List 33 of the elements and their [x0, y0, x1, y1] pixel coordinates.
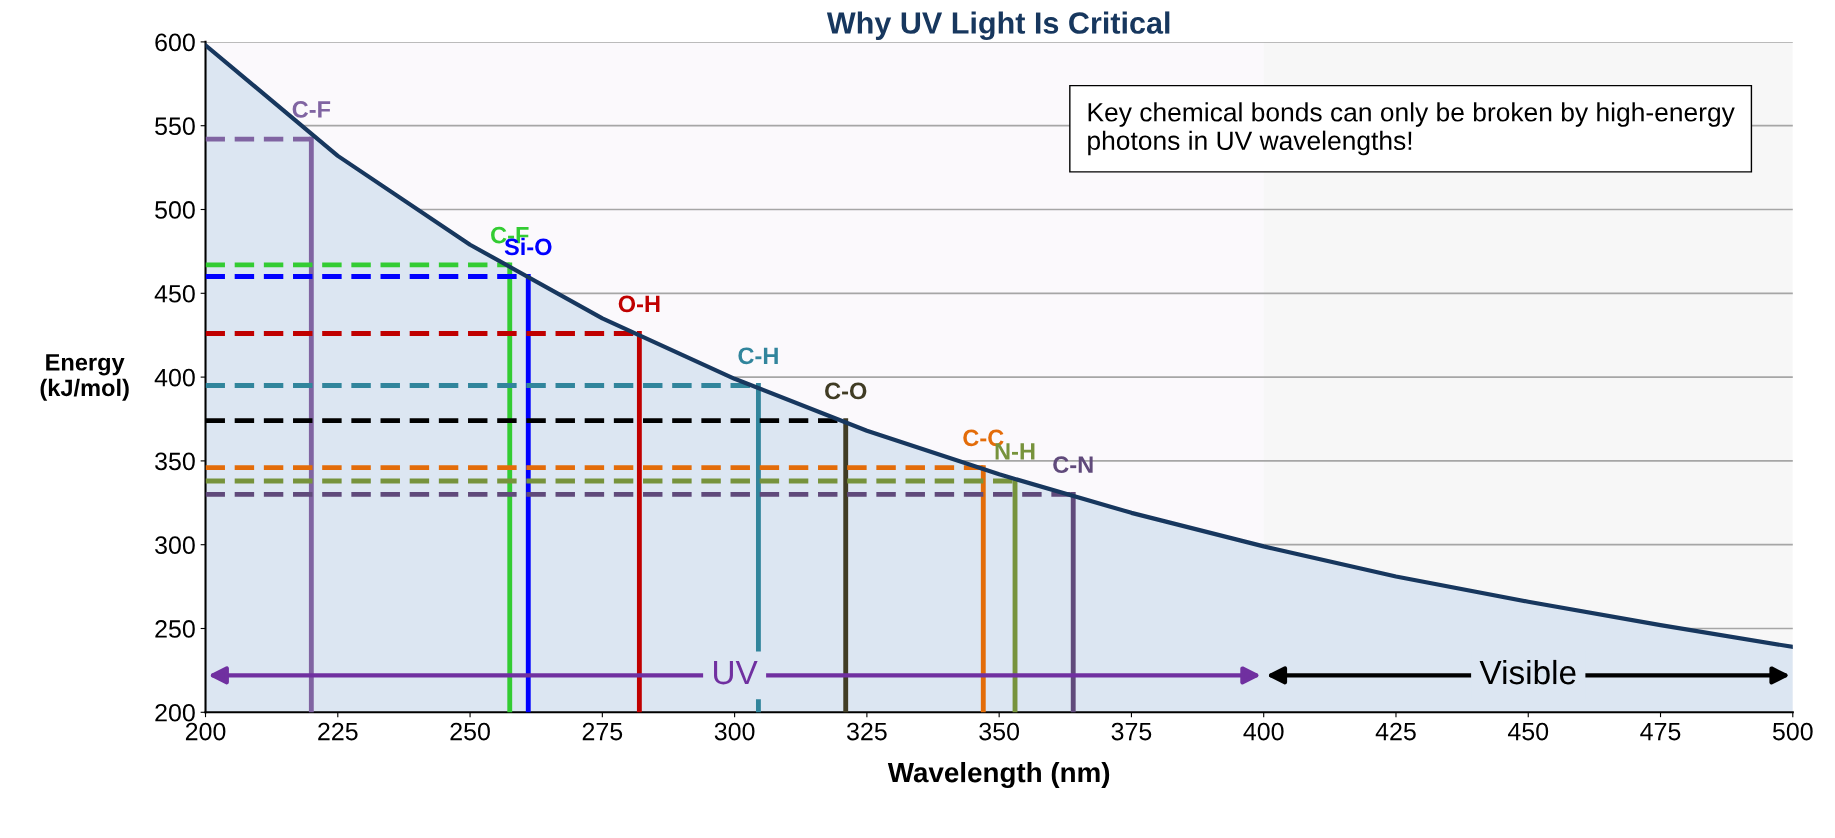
- annotation: Key chemical bonds can only be broken by high-energy photons in UV wavelengths!: [1088, 102, 1735, 156]
- x-tick-label: 500: [1772, 722, 1813, 741]
- series-label: C-N: [1053, 456, 1093, 474]
- y-tick-label: 250: [155, 620, 195, 638]
- y-tick-label: 550: [155, 117, 195, 135]
- x-tick-label: 250: [450, 722, 490, 741]
- x-tick-label: 400: [1243, 722, 1284, 741]
- y-tick-label: 600: [155, 33, 195, 52]
- x-tick-label: 375: [1111, 722, 1152, 741]
- x-tick-label: 475: [1640, 722, 1681, 741]
- y-tick-label: 400: [154, 368, 195, 387]
- x-tick-label: 350: [979, 722, 1020, 741]
- band-label: UV: [714, 661, 758, 685]
- chart-title: Why UV Light Is Critical: [826, 11, 1170, 41]
- y-axis-title: Energy (kJ/mol): [40, 354, 129, 401]
- y-tick-label: 500: [155, 201, 195, 219]
- series-label: C-H: [738, 347, 778, 365]
- y-tick-label: 450: [154, 284, 195, 303]
- x-tick-label: 325: [846, 722, 887, 741]
- x-tick-label: 225: [318, 722, 358, 741]
- band-label: Visible: [1479, 659, 1576, 685]
- series-label: C-F: [292, 101, 331, 118]
- series-label: C-O: [825, 382, 867, 400]
- x-tick-label: 200: [185, 722, 226, 741]
- y-tick-label: 200: [155, 703, 195, 722]
- x-tick-label: 425: [1375, 722, 1416, 741]
- x-tick-label: 275: [582, 722, 623, 741]
- x-tick-label: 450: [1507, 722, 1549, 741]
- x-tick-label: 300: [714, 722, 755, 741]
- series-label: O-H: [618, 295, 660, 313]
- y-tick-label: 300: [155, 536, 195, 554]
- x-axis-title: Wavelength (nm): [887, 761, 1110, 789]
- y-tick-label: 350: [155, 452, 195, 471]
